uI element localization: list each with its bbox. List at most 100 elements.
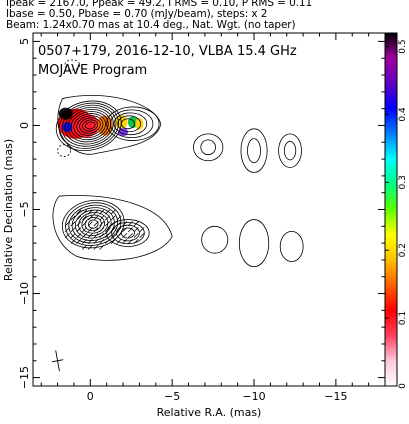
evpa-vector bbox=[116, 233, 122, 239]
evpa-vector bbox=[105, 238, 110, 244]
contour-line bbox=[71, 207, 115, 241]
contour-line bbox=[61, 199, 125, 249]
polarization-color-patch bbox=[135, 117, 144, 130]
contour-line bbox=[121, 118, 135, 130]
contour-line bbox=[201, 225, 229, 254]
contour-line bbox=[84, 217, 102, 232]
contour-line bbox=[52, 195, 173, 261]
contour-line bbox=[109, 109, 154, 139]
evpa-vector bbox=[76, 215, 82, 221]
contour-line bbox=[87, 219, 99, 229]
evpa-vector bbox=[110, 238, 116, 244]
evpa-vector bbox=[87, 238, 93, 244]
colorbar-tick-label: 0 bbox=[398, 383, 408, 389]
x-tick-label: −10 bbox=[242, 390, 265, 403]
contour-line bbox=[61, 104, 117, 147]
evpa-vector bbox=[116, 238, 122, 244]
negative-contour bbox=[64, 59, 81, 71]
evpa-vector bbox=[93, 209, 99, 215]
colorbar-tick-label: 0.3 bbox=[398, 175, 408, 189]
y-tick-label: −15 bbox=[18, 366, 31, 389]
contour-line bbox=[85, 121, 96, 130]
contour-line bbox=[74, 209, 112, 239]
evpa-vector bbox=[122, 233, 128, 239]
contour-line bbox=[116, 224, 140, 242]
evpa-vector bbox=[87, 215, 93, 221]
evpa-vector bbox=[133, 233, 139, 239]
contour-line bbox=[73, 113, 106, 138]
evpa-vector bbox=[87, 227, 93, 233]
x-tick-label: −15 bbox=[324, 390, 347, 403]
colorbar-tick-label: 0.2 bbox=[398, 243, 408, 257]
contour-line bbox=[106, 106, 160, 141]
evpa-vector bbox=[76, 209, 82, 215]
contour-line bbox=[64, 106, 114, 145]
colorbar-ticks: 0 0.1 0.2 0.3 0.4 0.5 bbox=[385, 39, 408, 389]
axis-ticks: 0 −5 −10 −15 5 0 −5 −10 −15 bbox=[18, 33, 386, 403]
y-tick-label: −10 bbox=[18, 282, 31, 305]
evpa-vector bbox=[127, 233, 133, 239]
contour-line bbox=[278, 133, 302, 168]
contour-line bbox=[113, 112, 148, 136]
evpa-vector bbox=[93, 221, 99, 227]
contour-line bbox=[193, 133, 224, 162]
contour-line bbox=[70, 111, 109, 141]
evpa-vector bbox=[64, 227, 70, 233]
evpa-vector bbox=[76, 227, 82, 233]
evpa-vector bbox=[122, 238, 128, 244]
evpa-vector bbox=[82, 209, 88, 215]
evpa-vector bbox=[82, 221, 88, 227]
contour-line bbox=[106, 219, 150, 247]
contour-line bbox=[79, 117, 101, 134]
evpa-vector bbox=[116, 221, 122, 227]
evpa-vector bbox=[93, 244, 99, 250]
y-axis-label: Relative Decination (mas) bbox=[2, 139, 15, 281]
evpa-vector bbox=[70, 227, 76, 233]
contour-line bbox=[58, 102, 119, 149]
evpa-vector bbox=[93, 233, 99, 239]
contour-layer bbox=[51, 59, 304, 372]
contour-line bbox=[121, 227, 135, 239]
contour-line bbox=[240, 128, 268, 173]
chart-subtitle: MOJAVE Program bbox=[38, 63, 147, 78]
evpa-vector bbox=[93, 215, 99, 221]
evpa-vector bbox=[82, 238, 88, 244]
evpa-vector bbox=[99, 227, 105, 233]
evpa-vector bbox=[82, 215, 88, 221]
evpa-vector bbox=[110, 233, 116, 239]
contour-line bbox=[117, 115, 142, 133]
x-tick-label: −5 bbox=[164, 390, 180, 403]
y-tick-label: 0 bbox=[18, 122, 31, 129]
x-tick-label: 0 bbox=[87, 390, 94, 403]
contour-line bbox=[247, 138, 261, 164]
evpa-vector bbox=[110, 221, 116, 227]
contour-line bbox=[279, 230, 304, 263]
x-axis-label: Relative R.A. (mas) bbox=[157, 406, 262, 419]
evpa-vector bbox=[64, 233, 70, 239]
evpa-vector bbox=[122, 227, 128, 233]
contour-line bbox=[238, 219, 270, 268]
evpa-vector bbox=[99, 238, 105, 244]
evpa-vector bbox=[110, 215, 116, 221]
evpa-vector bbox=[116, 227, 122, 233]
evpa-vector bbox=[122, 221, 128, 227]
evpa-vector bbox=[82, 244, 88, 250]
evpa-vector bbox=[87, 233, 93, 239]
evpa-vector bbox=[133, 221, 139, 227]
colorbar-tick-label: 0.4 bbox=[398, 107, 408, 122]
evpa-vector bbox=[105, 209, 110, 215]
evpa-vector bbox=[87, 209, 93, 215]
negative-contour bbox=[57, 144, 72, 157]
header-line-1: Ipeak = 2167.0, Ppeak = 49.2, I RMS = 0.… bbox=[6, 0, 313, 9]
colorbar bbox=[384, 32, 398, 387]
evpa-vector bbox=[139, 227, 145, 233]
evpa-vector bbox=[76, 238, 82, 244]
y-tick-label: 5 bbox=[18, 38, 31, 45]
evpa-vector bbox=[99, 215, 105, 221]
contour-line bbox=[76, 115, 104, 136]
colorbar-tick-label: 0.1 bbox=[398, 311, 408, 325]
evpa-vector bbox=[133, 238, 139, 244]
header-line-2: Ibase = 0.50, Pbase = 0.70 (mJy/beam), s… bbox=[6, 8, 268, 20]
evpa-vector bbox=[133, 227, 139, 233]
